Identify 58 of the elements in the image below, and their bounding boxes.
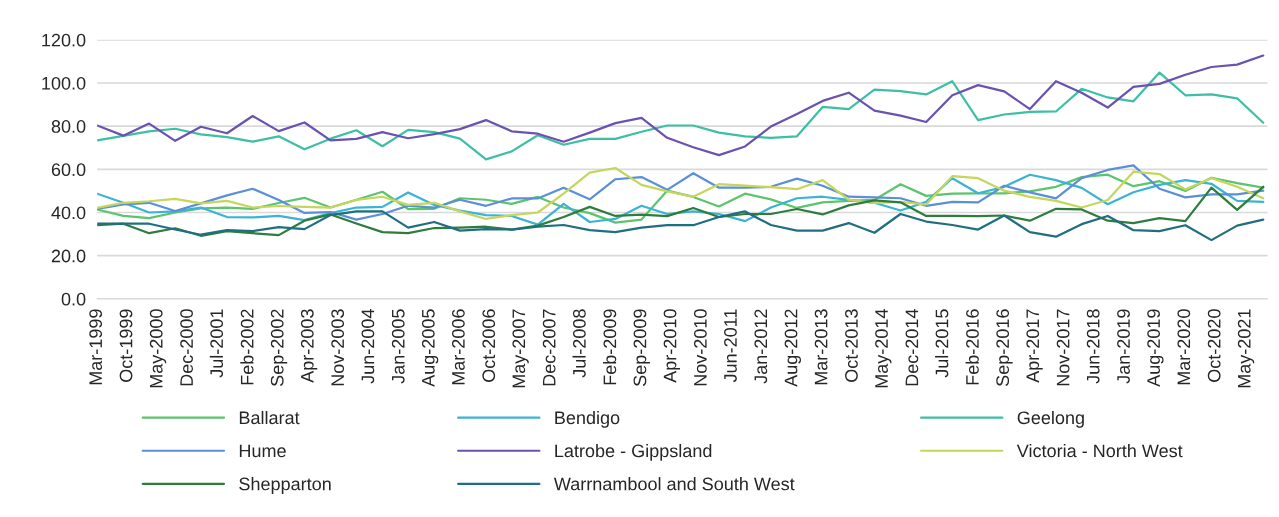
line-series: [97, 210, 1265, 242]
line-series: [97, 185, 1265, 237]
x-tick-label: Dec-2007: [542, 309, 556, 386]
x-tick-label: Mar-2006: [451, 309, 465, 385]
x-tick-label: Jun-2004: [361, 309, 375, 384]
x-tick-label: Nov-2010: [693, 309, 707, 386]
legend-label: Warrnambool and South West: [553, 477, 795, 491]
x-tick-label: Jan-2012: [754, 309, 768, 384]
legend-label: Bendigo: [555, 410, 620, 428]
x-tick-label: Apr-2017: [1026, 309, 1043, 383]
x-tick-label: Jul-2008: [572, 309, 586, 378]
x-tick-label: Aug-2012: [784, 309, 801, 387]
x-tick-label: Sep-2016: [996, 309, 1013, 387]
x-tick-label: Mar-1999: [89, 309, 103, 385]
x-tick-label: Aug-2005: [421, 309, 439, 387]
y-tick-label: 100.0: [42, 76, 86, 90]
x-tick-label: Oct-2013: [845, 309, 858, 382]
y-tick-label: 20.0: [51, 249, 86, 263]
y-tick-label: 80.0: [51, 120, 86, 133]
y-tick-label: 0.0: [61, 292, 86, 306]
legend-label: Shepparton: [239, 477, 331, 494]
x-tick-label: Feb-2002: [240, 309, 254, 385]
y-tick-label: 60.0: [51, 163, 86, 177]
x-tick-label: Dec-2000: [180, 309, 193, 386]
x-tick-label: Sep-2009: [633, 309, 650, 387]
x-tick-label: Jun-2018: [1086, 309, 1100, 384]
x-tick-label: Apr-2010: [663, 309, 680, 383]
y-tick-label: 120.0: [42, 33, 86, 47]
y-tick-label: 40.0: [51, 206, 86, 220]
x-tick-label: May-2000: [149, 309, 167, 388]
x-tick-label: Nov-2017: [1056, 309, 1070, 386]
legend-label: Latrobe - Gippsland: [555, 443, 712, 461]
line-series: [97, 71, 1265, 161]
x-tick-label: May-2007: [512, 309, 529, 388]
x-tick-label: Sep-2002: [270, 309, 288, 387]
x-tick-label: Oct-2006: [482, 309, 496, 382]
x-tick-label: Mar-2013: [814, 309, 828, 385]
x-tick-label: Jul-2001: [209, 309, 224, 378]
x-tick-label: Nov-2003: [331, 309, 345, 386]
x-tick-label: Jul-2015: [935, 309, 949, 378]
legend-label: Ballarat: [239, 410, 300, 425]
legend-label: Victoria - North West: [1016, 443, 1183, 458]
x-tick-label: Apr-2003: [300, 309, 318, 383]
x-tick-label: Oct-2020: [1207, 309, 1221, 382]
x-tick-label: Jun-2011: [724, 309, 737, 383]
x-tick-label: May-2014: [875, 309, 892, 388]
x-tick-label: Aug-2019: [1147, 309, 1164, 387]
x-tick-label: Jan-2019: [1117, 309, 1130, 384]
x-tick-label: Mar-2020: [1177, 309, 1191, 385]
x-tick-label: Dec-2014: [905, 309, 919, 386]
line-series: [97, 54, 1265, 157]
x-tick-label: Feb-2016: [965, 309, 979, 385]
legend-label: Hume: [239, 444, 286, 458]
x-tick-label: Feb-2009: [603, 309, 617, 385]
x-tick-label: Oct-1999: [119, 309, 133, 382]
x-tick-label: Jan-2005: [391, 309, 405, 384]
x-tick-label: May-2021: [1237, 309, 1255, 388]
legend-label: Geelong: [1017, 410, 1084, 428]
